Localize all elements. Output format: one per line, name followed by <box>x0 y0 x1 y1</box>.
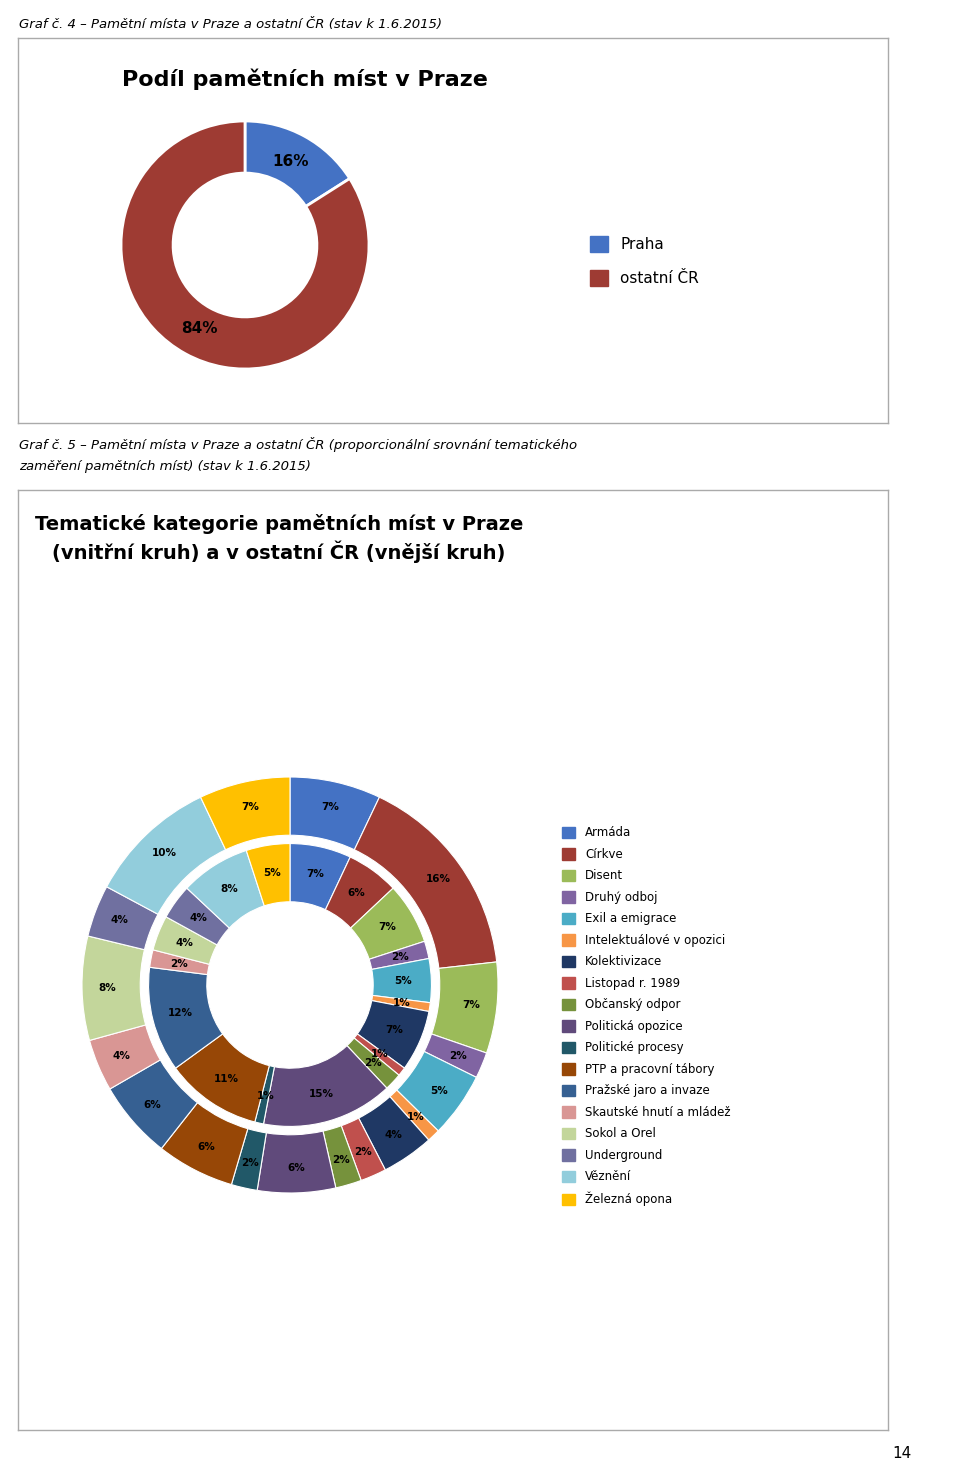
Wedge shape <box>432 962 498 1053</box>
Wedge shape <box>372 959 431 1003</box>
Wedge shape <box>88 887 158 950</box>
Text: 8%: 8% <box>221 884 238 894</box>
Wedge shape <box>396 1052 476 1131</box>
Text: 6%: 6% <box>143 1099 161 1109</box>
Wedge shape <box>424 1034 487 1077</box>
Text: 16%: 16% <box>426 873 451 884</box>
Wedge shape <box>263 1046 387 1127</box>
Wedge shape <box>359 1096 429 1170</box>
Text: 5%: 5% <box>263 868 281 878</box>
Text: 2%: 2% <box>391 952 409 962</box>
Text: 5%: 5% <box>395 977 412 987</box>
Text: 7%: 7% <box>378 922 396 932</box>
Text: 2%: 2% <box>332 1155 350 1165</box>
Wedge shape <box>257 1131 336 1193</box>
Wedge shape <box>107 797 226 915</box>
Wedge shape <box>254 1065 275 1124</box>
Wedge shape <box>247 844 290 906</box>
Text: 4%: 4% <box>385 1130 402 1140</box>
Wedge shape <box>82 935 146 1040</box>
Text: zaměření pamětních míst) (stav k 1.6.2015): zaměření pamětních míst) (stav k 1.6.201… <box>19 460 311 473</box>
Wedge shape <box>150 950 209 975</box>
Text: 2%: 2% <box>449 1050 468 1061</box>
Wedge shape <box>370 941 429 969</box>
Wedge shape <box>187 850 264 928</box>
Wedge shape <box>161 1103 248 1184</box>
Text: 7%: 7% <box>306 869 324 879</box>
Text: 4%: 4% <box>110 915 129 925</box>
Text: 4%: 4% <box>112 1050 131 1061</box>
Text: 6%: 6% <box>348 888 366 899</box>
Text: Graf č. 5 – Pamětní místa v Praze a ostatní ČR (proporcionální srovnání tematick: Graf č. 5 – Pamětní místa v Praze a osta… <box>19 437 577 452</box>
Text: Tematické kategorie pamětních míst v Praze
(vnitřní kruh) a v ostatní ČR (vnější: Tematické kategorie pamětních míst v Pra… <box>35 514 523 563</box>
Wedge shape <box>350 888 424 959</box>
Text: 1%: 1% <box>393 997 411 1008</box>
Text: 7%: 7% <box>385 1025 403 1036</box>
Text: 2%: 2% <box>170 959 187 969</box>
Legend: Praha, ostatní ČR: Praha, ostatní ČR <box>582 228 707 295</box>
Text: 4%: 4% <box>189 913 207 924</box>
Wedge shape <box>109 1061 198 1149</box>
Text: 2%: 2% <box>354 1147 372 1158</box>
Wedge shape <box>201 776 290 850</box>
Text: 5%: 5% <box>430 1086 447 1096</box>
Wedge shape <box>323 1125 361 1187</box>
Text: 11%: 11% <box>214 1074 239 1084</box>
Text: 1%: 1% <box>256 1090 275 1100</box>
Wedge shape <box>176 1034 270 1122</box>
Text: 4%: 4% <box>176 938 194 949</box>
Wedge shape <box>121 121 369 370</box>
Text: 2%: 2% <box>241 1158 258 1168</box>
Wedge shape <box>149 968 223 1068</box>
Wedge shape <box>390 1090 439 1140</box>
Text: 15%: 15% <box>309 1089 334 1099</box>
Wedge shape <box>325 857 393 928</box>
Wedge shape <box>354 797 496 968</box>
Text: 14: 14 <box>893 1446 912 1461</box>
Text: 7%: 7% <box>241 801 258 812</box>
Wedge shape <box>354 1034 404 1075</box>
Wedge shape <box>341 1118 385 1180</box>
Wedge shape <box>372 996 430 1012</box>
Wedge shape <box>166 888 229 944</box>
Text: 6%: 6% <box>287 1162 304 1173</box>
Text: 6%: 6% <box>198 1143 215 1152</box>
Wedge shape <box>347 1038 399 1089</box>
Wedge shape <box>245 121 349 206</box>
Legend: Armáda, Církve, Disent, Druhý odboj, Exil a emigrace, Intelektuálové v opozici, : Armáda, Církve, Disent, Druhý odboj, Exi… <box>559 823 734 1209</box>
Wedge shape <box>89 1025 160 1089</box>
Text: 1%: 1% <box>371 1049 389 1059</box>
Text: 10%: 10% <box>152 848 177 857</box>
Wedge shape <box>357 1000 429 1068</box>
Wedge shape <box>153 916 217 965</box>
Text: Podíl pamětních míst v Praze: Podíl pamětních míst v Praze <box>122 69 488 90</box>
Text: 84%: 84% <box>180 321 217 336</box>
Text: 7%: 7% <box>322 801 339 812</box>
Text: 1%: 1% <box>407 1112 425 1122</box>
Text: 7%: 7% <box>463 1000 480 1010</box>
Wedge shape <box>231 1128 266 1190</box>
Text: 12%: 12% <box>168 1008 193 1018</box>
Text: 2%: 2% <box>364 1058 381 1068</box>
Text: 8%: 8% <box>99 982 116 993</box>
Text: Graf č. 4 – Pamětní místa v Praze a ostatní ČR (stav k 1.6.2015): Graf č. 4 – Pamětní místa v Praze a osta… <box>19 18 443 31</box>
Wedge shape <box>290 776 379 850</box>
Text: 16%: 16% <box>273 153 309 169</box>
Wedge shape <box>290 844 350 910</box>
